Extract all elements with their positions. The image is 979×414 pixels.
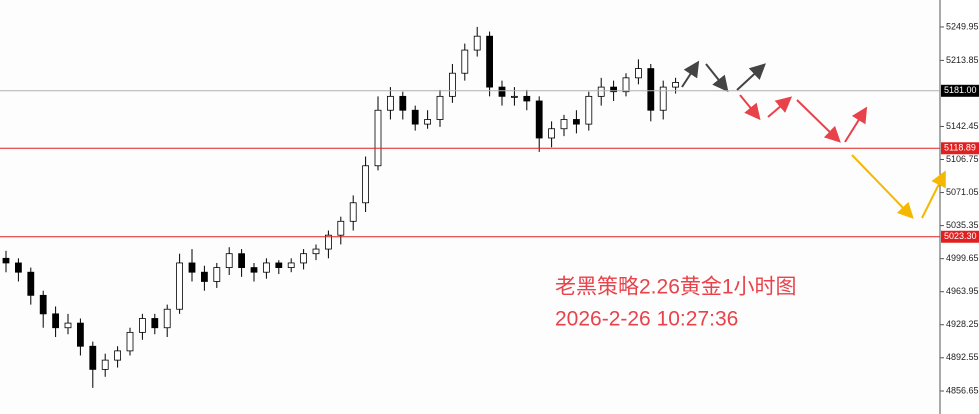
candle-body bbox=[312, 248, 320, 255]
candle-body bbox=[151, 318, 159, 329]
candle-body bbox=[176, 262, 184, 310]
arrow bbox=[681, 60, 700, 88]
plot-area bbox=[0, 0, 940, 414]
candle-body bbox=[399, 95, 407, 111]
arrow bbox=[767, 96, 793, 118]
candle-body bbox=[89, 345, 97, 370]
candle-body bbox=[77, 322, 84, 347]
candle-body bbox=[138, 318, 146, 333]
candle-body bbox=[213, 267, 221, 282]
candle-body bbox=[275, 262, 283, 268]
candle-body bbox=[473, 35, 481, 51]
y-tick-label: 4999.65 bbox=[946, 253, 979, 263]
candle-body bbox=[52, 313, 59, 329]
candle-body bbox=[250, 267, 258, 273]
candle-body bbox=[262, 262, 270, 273]
level-label-box bbox=[941, 142, 979, 155]
y-tick-label: 5106.75 bbox=[946, 154, 979, 164]
y-tick-label: 5035.35 bbox=[946, 220, 979, 230]
candle-body bbox=[2, 257, 10, 264]
candle-body bbox=[287, 262, 295, 268]
candle-body bbox=[461, 49, 469, 74]
candle-body bbox=[424, 119, 432, 125]
candle-body bbox=[560, 119, 568, 130]
candle-body bbox=[585, 95, 593, 125]
arrow bbox=[739, 94, 761, 121]
candle-body bbox=[498, 86, 506, 97]
candle-body bbox=[238, 253, 246, 268]
candle-body bbox=[486, 35, 494, 88]
candle-body bbox=[523, 95, 531, 102]
candles bbox=[2, 26, 679, 388]
candle-body bbox=[225, 253, 233, 268]
annotation: 2026-2-26 10:27:36 bbox=[555, 308, 738, 331]
candle-body bbox=[647, 68, 655, 111]
arrow bbox=[844, 106, 868, 143]
candle-body bbox=[573, 119, 580, 125]
candle-body bbox=[622, 77, 630, 93]
candle-body bbox=[163, 308, 171, 329]
candle-body bbox=[27, 271, 35, 296]
candle-body bbox=[188, 262, 196, 273]
candle-body bbox=[548, 128, 555, 139]
candle-body bbox=[411, 109, 419, 125]
candle-body bbox=[64, 322, 72, 329]
candle-body bbox=[374, 109, 382, 167]
level-label: 5181.00 bbox=[944, 85, 977, 95]
arrow bbox=[705, 63, 729, 93]
y-tick-label: 5249.95 bbox=[946, 21, 979, 31]
candle-body bbox=[386, 95, 394, 111]
y-tick-label: 5071.05 bbox=[946, 187, 979, 197]
arrow bbox=[921, 170, 946, 219]
annotation: 老黑策略2.26黄金1小时图 bbox=[555, 276, 797, 299]
candle-body bbox=[324, 234, 332, 250]
y-tick-label: 4963.95 bbox=[946, 286, 979, 296]
candle-body bbox=[659, 86, 667, 111]
arrow bbox=[851, 154, 914, 219]
y-tick-label: 5213.85 bbox=[946, 55, 979, 65]
candle-body bbox=[337, 220, 345, 236]
y-tick-label: 5142.45 bbox=[946, 121, 979, 131]
candle-body bbox=[535, 100, 543, 139]
level-label-box bbox=[941, 230, 979, 243]
candle-body bbox=[436, 95, 444, 120]
arrow bbox=[736, 63, 766, 91]
candle-body bbox=[300, 253, 308, 264]
candle-body bbox=[349, 202, 357, 222]
candle-body bbox=[610, 86, 617, 93]
candle-body bbox=[14, 262, 22, 273]
candle-body bbox=[635, 68, 642, 79]
candle-body bbox=[126, 331, 134, 352]
level-label-box bbox=[941, 84, 979, 97]
candle-body bbox=[114, 350, 121, 361]
candle-body bbox=[510, 95, 518, 98]
candle-body bbox=[200, 271, 208, 282]
candle-body bbox=[39, 294, 47, 315]
candle-body bbox=[101, 359, 109, 370]
level-label: 5023.30 bbox=[944, 231, 977, 241]
level-label: 5118.89 bbox=[944, 143, 976, 153]
arrow bbox=[796, 99, 841, 143]
y-tick-label: 4892.55 bbox=[946, 352, 979, 362]
y-tick-label: 4928.25 bbox=[946, 319, 979, 329]
candle-body bbox=[362, 165, 370, 204]
candle-body bbox=[672, 82, 679, 88]
candle-body bbox=[448, 72, 456, 97]
candle-body bbox=[597, 86, 605, 97]
y-tick-label: 4856.65 bbox=[946, 385, 979, 395]
